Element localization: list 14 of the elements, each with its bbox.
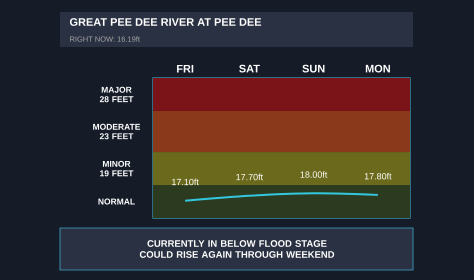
x-tick-label: MON: [366, 64, 390, 72]
text: CURRENTLY IN BELOW FLOOD STAGE COULD RISE AGAIN THROUGH WEEKEND: [140, 240, 334, 258]
band-label: NORMAL: [98, 198, 135, 205]
data-label: 17.70ft: [236, 174, 264, 180]
band-label: MAJOR 28 FEET: [100, 86, 134, 102]
band-label: MODERATE 23 FEET: [93, 124, 140, 140]
x-tick-label: FRI: [177, 64, 194, 72]
data-label: 17.10ft: [172, 178, 199, 186]
data-label: 18.00ft: [300, 171, 328, 178]
x-tick-label: SAT: [239, 64, 260, 72]
x-tick-label: SUN: [302, 64, 324, 72]
band-label: MINOR 19 FEET: [100, 160, 134, 176]
data-label: 17.80ft: [364, 172, 392, 180]
chart-title: GREAT PEE DEE RIVER AT PEE DEE: [70, 18, 262, 26]
